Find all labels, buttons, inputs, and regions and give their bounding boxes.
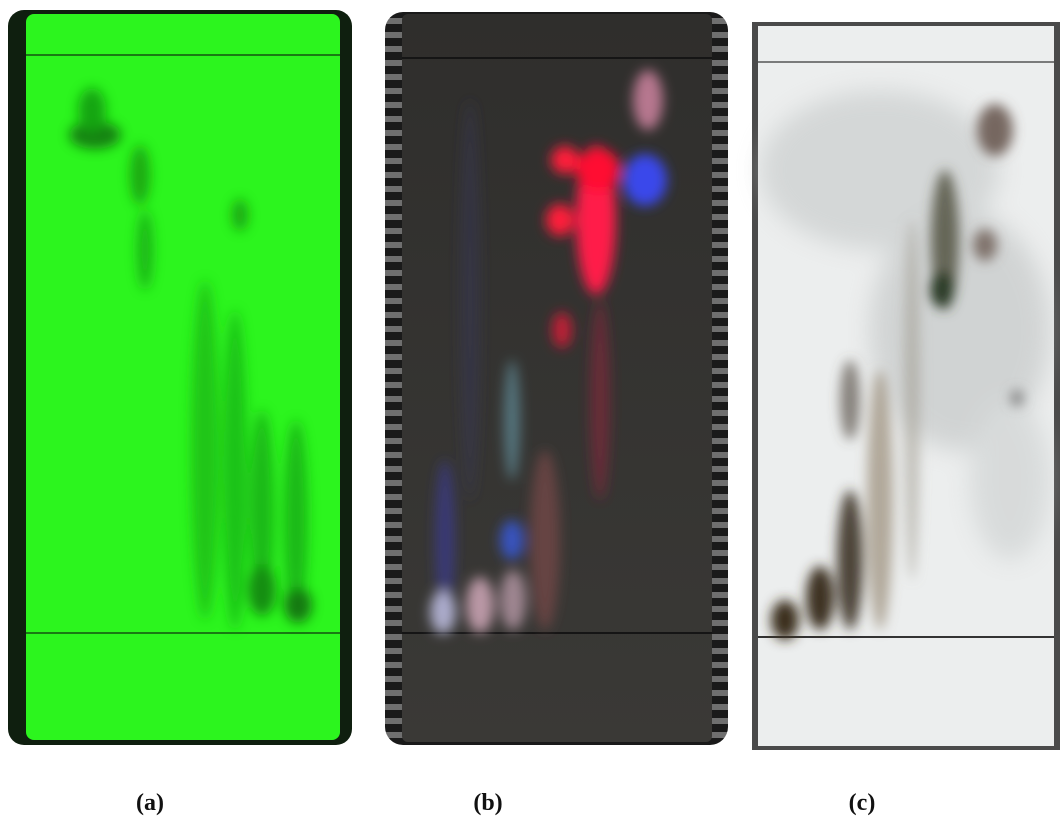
- caption: (b): [473, 790, 502, 816]
- caption: (a): [136, 790, 164, 816]
- page: (a) (b) (c) (() => { const data = JSON.p…: [0, 0, 1060, 826]
- plate-a: [8, 10, 352, 745]
- plate-b: [385, 12, 728, 745]
- caption: (c): [849, 790, 876, 816]
- figure: (a) (b) (c): [0, 0, 1060, 826]
- plate-c: [752, 22, 1060, 750]
